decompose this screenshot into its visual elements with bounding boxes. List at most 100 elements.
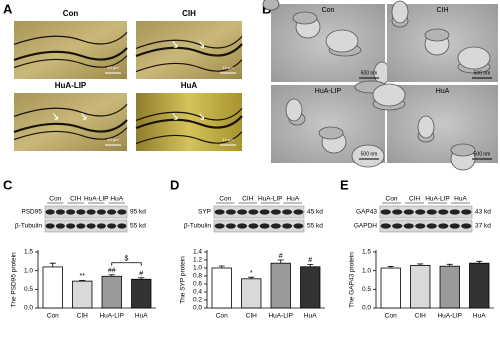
- lane-label: Con: [386, 196, 398, 203]
- x-tick-label: HuA-LIP: [268, 313, 293, 320]
- band: [380, 223, 391, 229]
- x-tick-label: Con: [216, 313, 228, 320]
- band: [45, 209, 55, 215]
- band: [403, 209, 414, 215]
- band: [96, 209, 106, 215]
- band: [86, 209, 96, 215]
- band: [438, 223, 449, 229]
- band: [55, 223, 65, 229]
- band: [449, 223, 460, 229]
- organelle: [417, 115, 435, 139]
- lane-label: HuA-LIP: [258, 196, 283, 203]
- dendrite: [13, 31, 128, 45]
- organelle: [391, 0, 409, 24]
- band: [237, 223, 248, 229]
- y-axis-label: The GAP43 protein: [349, 252, 356, 308]
- micrograph: [14, 93, 127, 151]
- x-tick-label: HuA-LIP: [437, 313, 462, 320]
- band: [392, 209, 403, 215]
- scale-label: 10 μm: [222, 137, 234, 142]
- size-label: 55 kd: [130, 223, 146, 230]
- bar: [410, 265, 431, 309]
- band: [237, 209, 248, 215]
- organelle: [325, 29, 359, 53]
- significance-mark: *: [250, 270, 253, 277]
- lane-label: CIH: [70, 196, 82, 203]
- error-bar: [387, 266, 394, 269]
- error-bar: [49, 262, 56, 267]
- image-label: CIH: [182, 9, 196, 18]
- size-label: 45 kd: [307, 209, 323, 216]
- dendrite: [135, 43, 243, 58]
- lane-label: CIH: [242, 196, 254, 203]
- x-tick-label: Con: [385, 313, 397, 320]
- band: [259, 209, 270, 215]
- scale-label: 500 nm: [474, 70, 491, 76]
- size-label: 55 kd: [307, 223, 323, 230]
- bar: [101, 275, 122, 309]
- image-label: CIH: [436, 7, 448, 14]
- band: [392, 223, 403, 229]
- panel-letter: C: [3, 177, 13, 192]
- lane-label: Con: [219, 196, 231, 203]
- band: [438, 209, 449, 215]
- lane-label: HuA: [454, 196, 467, 203]
- micrograph: [387, 85, 498, 163]
- scale-label: 500 nm: [361, 70, 378, 76]
- significance-mark: #: [139, 271, 143, 278]
- band: [426, 223, 437, 229]
- band: [403, 223, 414, 229]
- dendrite: [13, 55, 128, 69]
- y-tick-label: 1.0: [362, 267, 371, 274]
- bar: [42, 266, 63, 309]
- x-tick-label: CIH: [415, 313, 427, 320]
- error-bar: [446, 263, 453, 267]
- x-tick-label: HuA: [135, 313, 148, 320]
- lane-label: HuA: [286, 196, 299, 203]
- organelle: [372, 83, 406, 107]
- scale-label: 500 nm: [474, 151, 491, 157]
- arrow: [199, 41, 205, 48]
- protein-label: SYP: [198, 209, 211, 216]
- y-tick-label: 0.2: [193, 297, 202, 304]
- organelle: [351, 144, 385, 168]
- band: [55, 209, 65, 215]
- lane-label: CIH: [409, 196, 421, 203]
- band: [270, 223, 281, 229]
- significance-mark: #: [308, 257, 312, 264]
- band: [426, 209, 437, 215]
- protein-label: β-Tubulin: [184, 223, 211, 230]
- protein-label: PSD95: [21, 209, 42, 216]
- band: [76, 209, 86, 215]
- y-tick-label: 1.2: [193, 257, 202, 264]
- band: [461, 209, 472, 215]
- size-label: 43 kd: [475, 209, 491, 216]
- y-tick-label: 0.4: [193, 289, 202, 296]
- y-axis-label: The PSD95 protein: [11, 252, 18, 308]
- bar: [469, 262, 490, 309]
- dendrite: [13, 119, 128, 134]
- panel-letter: A: [3, 1, 13, 16]
- dendrite: [135, 59, 243, 73]
- size-label: 37 kd: [475, 223, 491, 230]
- dendrite: [135, 36, 243, 49]
- image-label: Con: [322, 7, 335, 14]
- organelle: [262, 0, 280, 11]
- blot-strip: [213, 205, 305, 219]
- y-tick-label: 0.5: [362, 286, 371, 293]
- image-label: HuA: [436, 88, 450, 95]
- arrow: [81, 113, 87, 120]
- band: [248, 209, 259, 215]
- bracket-label: $: [125, 256, 129, 263]
- micrograph: [14, 21, 127, 79]
- dendrite: [13, 127, 128, 141]
- x-tick-label: HuA-LIP: [99, 313, 124, 320]
- band: [225, 209, 236, 215]
- band: [293, 209, 304, 215]
- organelle: [457, 46, 491, 70]
- error-bar: [277, 259, 284, 264]
- y-tick-label: 0.8: [193, 273, 202, 280]
- band: [225, 223, 236, 229]
- band: [248, 223, 259, 229]
- band: [76, 223, 86, 229]
